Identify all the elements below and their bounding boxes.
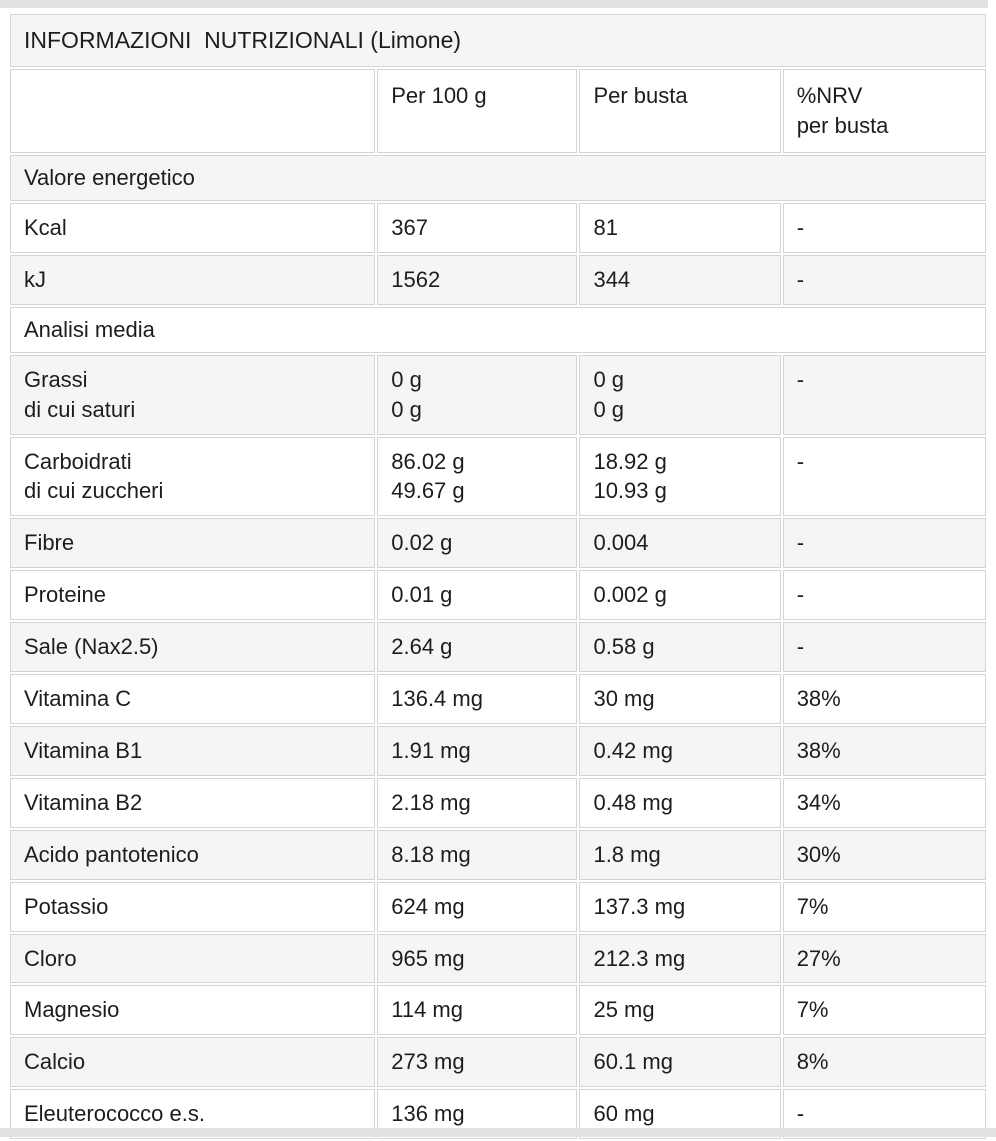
table-row: Acido pantotenico 8.18 mg 1.8 mg 30% [10, 829, 986, 880]
nutrient-label: Vitamina C [10, 674, 376, 724]
table-row: Potassio 624 mg 137.3 mg 7% [10, 881, 986, 932]
table-row: Proteine 0.01 g 0.002 g- [10, 570, 986, 621]
value-per-busta: 0.42 mg [579, 725, 781, 776]
value-nrv-per-busta: 8% [782, 1037, 986, 1088]
section-header: Analisi media [10, 306, 986, 353]
nutrient-label: Sale (Nax2.5) [10, 622, 376, 673]
value-per-busta: 0.58 g [579, 622, 781, 673]
value-per-100g: 2.64 g [377, 622, 578, 673]
table-row: Vitamina B2 2.18 mg 0.48 mg 34% [10, 777, 986, 828]
value-per-100g: 0 g 0 g [377, 354, 578, 435]
nutrient-label: Calcio [10, 1037, 376, 1088]
value-nrv-per-busta: 38% [782, 674, 986, 724]
nutrient-label: Cloro [10, 933, 376, 984]
value-per-100g: 367 [377, 202, 578, 253]
value-nrv-per-busta: - [782, 254, 986, 305]
table-row: Vitamina C 136.4 mg 30 mg 38% [10, 674, 986, 724]
column-header-nrv-per-busta: %NRV per busta [782, 69, 986, 154]
value-per-busta: 0.002 g [579, 570, 781, 621]
value-nrv-per-busta: 38% [782, 725, 986, 776]
nutrient-label: Acido pantotenico [10, 829, 376, 880]
value-nrv-per-busta: - [782, 202, 986, 253]
table-row: Kcal 367 81- [10, 202, 986, 253]
value-nrv-per-busta: - [782, 354, 986, 435]
value-per-100g: 1.91 mg [377, 725, 578, 776]
nutrient-label: Magnesio [10, 985, 376, 1036]
table-row: Calcio 273 mg 60.1 mg 8% [10, 1037, 986, 1088]
table-row: Cloro 965 mg 212.3 mg 27% [10, 933, 986, 984]
table-row: kJ 1562 344- [10, 254, 986, 305]
value-per-100g: 136.4 mg [377, 674, 578, 724]
value-per-busta: 60.1 mg [579, 1037, 781, 1088]
column-header-row: Per 100 g Per busta %NRV per busta [10, 69, 986, 154]
value-nrv-per-busta: - [782, 570, 986, 621]
value-per-100g: 114 mg [377, 985, 578, 1036]
section-row: Analisi media [10, 306, 986, 353]
value-per-100g: 8.18 mg [377, 829, 578, 880]
table-row: Sale (Nax2.5) 2.64 g 0.58 g- [10, 622, 986, 673]
value-nrv-per-busta: 34% [782, 777, 986, 828]
value-per-100g: 273 mg [377, 1037, 578, 1088]
value-per-busta: 0.48 mg [579, 777, 781, 828]
nutrient-label: Potassio [10, 881, 376, 932]
value-nrv-per-busta: - [782, 518, 986, 569]
value-per-100g: 2.18 mg [377, 777, 578, 828]
table-row: Magnesio 114 mg 25 mg 7% [10, 985, 986, 1036]
title-row: INFORMAZIONI NUTRIZIONALI (Limone) [10, 14, 986, 68]
column-header-per-100g: Per 100 g [377, 69, 578, 154]
nutrition-table: INFORMAZIONI NUTRIZIONALI (Limone) Per 1… [8, 12, 988, 1141]
cropped-content-strip-bottom [0, 1128, 996, 1137]
value-per-100g: 965 mg [377, 933, 578, 984]
value-nrv-per-busta: 30% [782, 829, 986, 880]
value-per-100g: 86.02 g 49.67 g [377, 436, 578, 517]
column-header-per-busta: Per busta [579, 69, 781, 154]
value-nrv-per-busta: - [782, 622, 986, 673]
value-per-100g: 0.02 g [377, 518, 578, 569]
table-title: INFORMAZIONI NUTRIZIONALI (Limone) [10, 14, 986, 68]
table-row: Vitamina B1 1.91 mg 0.42 mg 38% [10, 725, 986, 776]
value-per-busta: 212.3 mg [579, 933, 781, 984]
nutrient-label: Kcal [10, 202, 376, 253]
nutrient-label: Vitamina B2 [10, 777, 376, 828]
value-per-busta: 30 mg [579, 674, 781, 724]
value-per-busta: 1.8 mg [579, 829, 781, 880]
value-nrv-per-busta: 27% [782, 933, 986, 984]
value-nrv-per-busta: 7% [782, 881, 986, 932]
nutrient-label: kJ [10, 254, 376, 305]
value-per-busta: 137.3 mg [579, 881, 781, 932]
value-per-100g: 0.01 g [377, 570, 578, 621]
value-per-busta: 0 g 0 g [579, 354, 781, 435]
value-per-busta: 18.92 g 10.93 g [579, 436, 781, 517]
value-per-busta: 81 [579, 202, 781, 253]
value-per-busta: 25 mg [579, 985, 781, 1036]
section-row: Valore energetico [10, 155, 986, 201]
value-nrv-per-busta: - [782, 436, 986, 517]
nutrient-label: Carboidrati di cui zuccheri [10, 436, 376, 517]
value-per-100g: 624 mg [377, 881, 578, 932]
value-per-100g: 1562 [377, 254, 578, 305]
nutrient-label: Grassi di cui saturi [10, 354, 376, 435]
table-row: Fibre 0.02 g 0.004- [10, 518, 986, 569]
nutrient-label: Proteine [10, 570, 376, 621]
value-nrv-per-busta: 7% [782, 985, 986, 1036]
value-per-busta: 344 [579, 254, 781, 305]
column-header-empty [10, 69, 376, 154]
nutrient-label: Fibre [10, 518, 376, 569]
nutrient-label: Vitamina B1 [10, 725, 376, 776]
value-per-busta: 0.004 [579, 518, 781, 569]
section-header: Valore energetico [10, 155, 986, 201]
table-row: Carboidrati di cui zuccheri 86.02 g 49.67… [10, 436, 986, 517]
cropped-content-strip-top [0, 0, 988, 8]
